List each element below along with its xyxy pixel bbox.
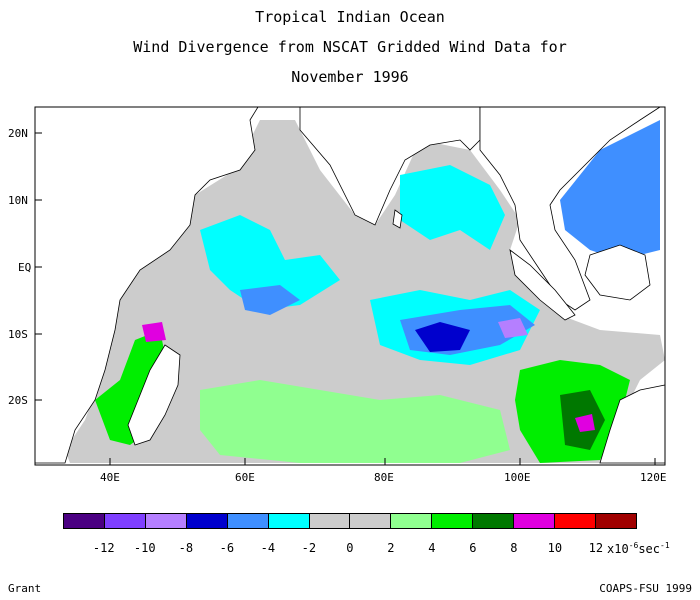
ocean-field bbox=[65, 120, 665, 463]
legend-swatch bbox=[350, 514, 392, 528]
legend-swatch bbox=[514, 514, 556, 528]
lon-label-80e: 80E bbox=[374, 471, 394, 484]
legend-tick-label: 2 bbox=[387, 541, 395, 555]
madagascar-land bbox=[127, 344, 181, 446]
asia-sea-field bbox=[560, 120, 660, 260]
lat-label-10n: 10N bbox=[8, 194, 28, 207]
legend-tick-label: -4 bbox=[260, 541, 276, 555]
lon-label-40e: 40E bbox=[100, 471, 120, 484]
darkblue-blob bbox=[415, 322, 470, 352]
legend-tick-label: 4 bbox=[428, 541, 436, 555]
map-border bbox=[34, 106, 666, 466]
legend-tick-label: 8 bbox=[510, 541, 518, 555]
lat-label-20s: 20S bbox=[8, 394, 28, 407]
magenta-spot bbox=[575, 414, 595, 432]
lightgreen-south bbox=[200, 380, 510, 463]
purple-blob bbox=[498, 318, 528, 338]
blue-blob-1 bbox=[240, 285, 300, 315]
sumatra-land bbox=[509, 249, 576, 321]
legend-tick-label: 6 bbox=[469, 541, 477, 555]
legend-swatch bbox=[227, 514, 269, 528]
footer-credit: COAPS-FSU 1999 bbox=[599, 582, 692, 595]
legend-swatch bbox=[145, 514, 187, 528]
legend-swatch bbox=[309, 514, 351, 528]
lat-label-20n: 20N bbox=[8, 127, 28, 140]
title-line-2: Wind Divergence from NSCAT Gridded Wind … bbox=[133, 38, 567, 56]
footer-author: Grant bbox=[8, 582, 42, 595]
legend-tick-label: -6 bbox=[219, 541, 235, 555]
title-line-1: Tropical Indian Ocean bbox=[255, 8, 445, 26]
magenta-madagascar bbox=[142, 322, 166, 342]
sri-lanka-land bbox=[392, 209, 403, 229]
legend-swatch bbox=[473, 514, 515, 528]
africa-land bbox=[34, 106, 259, 464]
legend-swatch bbox=[555, 514, 596, 528]
legend-swatch bbox=[432, 514, 474, 528]
legend-tick-label: -12 bbox=[92, 541, 115, 555]
lat-label-eq: EQ bbox=[18, 261, 32, 274]
legend-swatch bbox=[104, 514, 146, 528]
legend-tick-label: -2 bbox=[301, 541, 317, 555]
borneo-land bbox=[584, 244, 651, 301]
legend-tick-label: 12 bbox=[588, 541, 604, 555]
legend-swatch bbox=[595, 514, 636, 528]
legend-tick-label: 10 bbox=[547, 541, 563, 555]
cyan-blob-2 bbox=[400, 165, 505, 250]
axis-ticks bbox=[35, 132, 656, 465]
legend-swatch bbox=[64, 514, 105, 528]
cyan-blob-1 bbox=[200, 215, 340, 310]
legend-swatch bbox=[186, 514, 228, 528]
legend-tick-label: -10 bbox=[133, 541, 156, 555]
lat-label-10s: 10S bbox=[8, 328, 28, 341]
legend-tick-label: -8 bbox=[178, 541, 194, 555]
asia-land bbox=[479, 106, 662, 311]
lon-label-120e: 120E bbox=[640, 471, 667, 484]
legend-swatch bbox=[268, 514, 310, 528]
legend-units: x10-6sec-1 bbox=[607, 541, 670, 556]
legend-tick-label: 0 bbox=[346, 541, 354, 555]
color-legend bbox=[63, 513, 637, 529]
lon-label-100e: 100E bbox=[504, 471, 531, 484]
legend-swatch bbox=[391, 514, 433, 528]
lon-label-60e: 60E bbox=[235, 471, 255, 484]
title-line-3: November 1996 bbox=[291, 68, 409, 86]
